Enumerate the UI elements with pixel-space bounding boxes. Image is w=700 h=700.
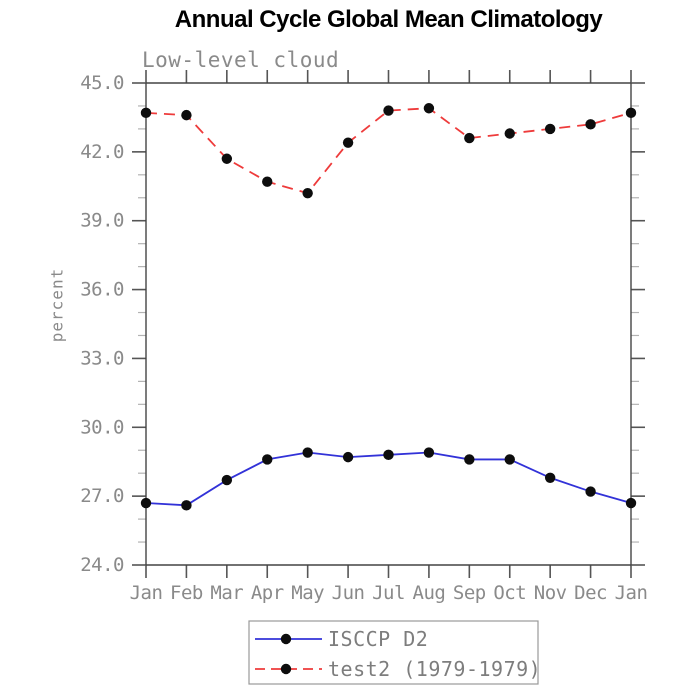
- series-line-isccp-d2: [145, 451, 632, 507]
- data-point-test2-1979-1979: [464, 132, 475, 144]
- data-point-test2-1979-1979: [181, 109, 192, 121]
- y-tick-label: 39.0: [80, 210, 124, 232]
- x-tick-label: Apr: [251, 582, 284, 604]
- legend: ISCCP D2 test2 (1979-1979): [248, 620, 541, 685]
- series-line-test2-1979-1979: [145, 107, 632, 195]
- data-point-isccp-d2: [423, 447, 435, 458]
- data-point-isccp-d2: [585, 486, 596, 497]
- data-point-isccp-d2: [383, 449, 394, 461]
- legend-box: [248, 620, 539, 685]
- legend-label: ISCCP D2: [328, 627, 428, 651]
- data-point-test2-1979-1979: [504, 128, 515, 139]
- plot-frame: [145, 82, 632, 566]
- chart-title: Annual Cycle Global Mean Climatology: [174, 6, 603, 33]
- series-isccp-d2: [140, 447, 637, 511]
- legend-item-test2-1979-1979: test2 (1979-1979): [255, 657, 541, 681]
- data-point-test2-1979-1979: [625, 107, 637, 119]
- data-point-isccp-d2: [221, 474, 233, 486]
- legend-item-isccp-d2: ISCCP D2: [255, 627, 428, 651]
- x-tick-label: Jan: [615, 582, 648, 604]
- x-tick-label: Nov: [534, 582, 567, 604]
- data-point-isccp-d2: [181, 500, 192, 511]
- data-point-isccp-d2: [262, 454, 273, 465]
- data-point-isccp-d2: [504, 454, 515, 465]
- data-point-test2-1979-1979: [423, 103, 435, 114]
- y-tick-label: 33.0: [80, 347, 124, 369]
- x-tick-label: Jul: [372, 582, 405, 604]
- y-tick-label: 30.0: [80, 416, 124, 438]
- x-tick-label: Sep: [453, 582, 486, 604]
- x-tick-label: Jan: [130, 582, 163, 604]
- legend-marker: [280, 633, 292, 645]
- data-point-isccp-d2: [544, 472, 556, 483]
- y-tick-label: 36.0: [80, 279, 124, 301]
- data-point-test2-1979-1979: [262, 176, 273, 187]
- x-tick-label: Dec: [574, 582, 607, 604]
- x-tick-label: Jun: [332, 582, 365, 604]
- data-point-test2-1979-1979: [221, 153, 233, 164]
- data-point-test2-1979-1979: [383, 105, 394, 116]
- x-tick-label: Feb: [170, 582, 203, 604]
- data-point-test2-1979-1979: [342, 137, 354, 148]
- axis-ticks: [132, 70, 645, 578]
- x-tick-label: Oct: [493, 582, 526, 604]
- data-point-test2-1979-1979: [585, 119, 596, 130]
- data-point-isccp-d2: [342, 451, 354, 463]
- data-point-isccp-d2: [140, 497, 152, 509]
- data-point-isccp-d2: [464, 454, 475, 465]
- legend-marker: [280, 663, 292, 675]
- chart-subtitle: Low-level cloud: [142, 48, 340, 72]
- y-tick-label: 42.0: [80, 141, 124, 163]
- x-tick-label: Mar: [210, 582, 243, 604]
- data-point-isccp-d2: [302, 447, 313, 458]
- data-point-isccp-d2: [625, 497, 637, 509]
- series-test2-1979-1979: [140, 103, 637, 199]
- x-tick-label: Aug: [413, 582, 446, 604]
- x-tick-labels: Jan Feb Mar Apr May Jun Jul Aug Sep Oct Nov Dec Jan: [130, 582, 648, 604]
- y-tick-label: 45.0: [80, 72, 124, 94]
- y-tick-label: 24.0: [80, 554, 124, 576]
- x-tick-label: May: [291, 582, 324, 604]
- y-tick-label: 27.0: [80, 485, 124, 507]
- data-point-test2-1979-1979: [140, 107, 152, 119]
- y-tick-labels: 24.0 27.0 30.0 33.0 36.0 39.0 42.0 45.0: [80, 72, 124, 576]
- legend-label: test2 (1979-1979): [328, 657, 541, 681]
- data-point-test2-1979-1979: [302, 187, 313, 199]
- data-point-test2-1979-1979: [544, 123, 556, 135]
